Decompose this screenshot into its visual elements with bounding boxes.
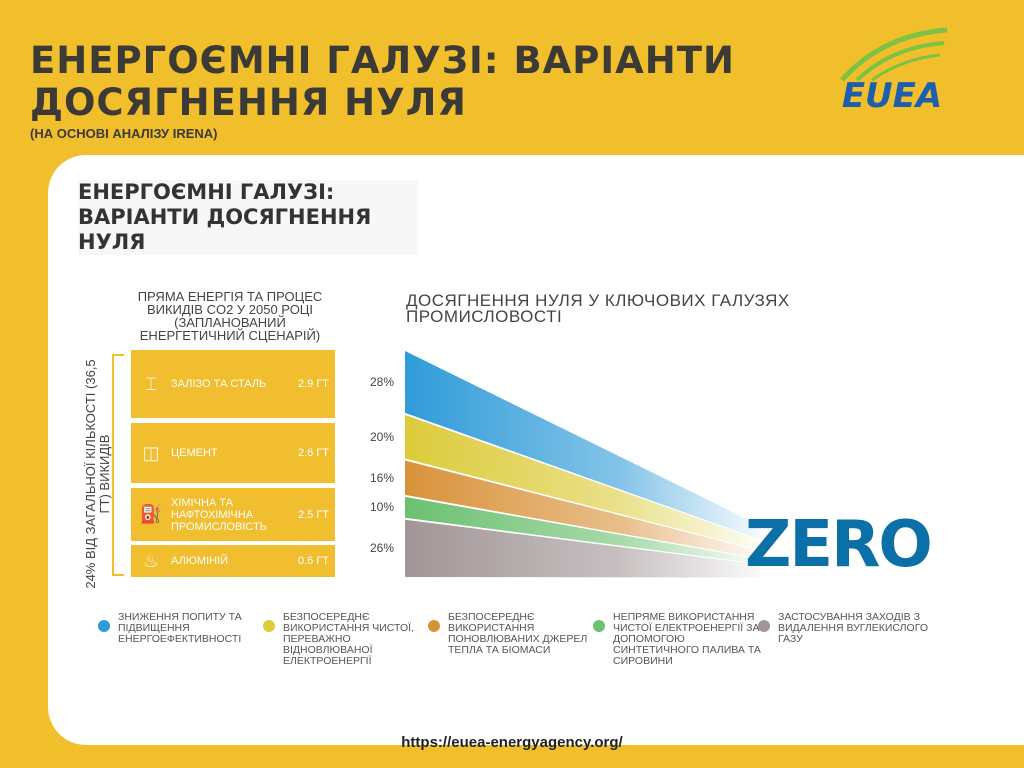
sector-value: 2.6 ГТ [297,447,329,459]
sector-name: ЦЕМЕНТ [171,447,218,459]
card-title-line: ЕНЕРГОЄМНІ ГАЛУЗІ: [78,180,335,204]
footer-url[interactable]: https://euea-energyagency.org/ [401,734,623,751]
band-percent-label: 28% [370,374,395,389]
legend-dot-icon [758,620,770,632]
band-percent-label: 26% [370,541,395,556]
legend-dot-icon [428,620,440,632]
svg-text:EUEA: EUEA [842,76,942,110]
sector-aluminium: ♨ АЛЮМІНІЙ 0.6 ГТ [131,545,335,577]
legend-item: БЕЗПОСЕРЕДНЄ ВИКОРИСТАННЯ ПОНОВЛЮВАНИХ Д… [428,612,598,656]
band-percent-label: 16% [370,470,395,485]
legend-label: БЕЗПОСЕРЕДНЄ ВИКОРИСТАННЯ ПОНОВЛЮВАНИХ Д… [448,611,588,656]
pathway-band [405,351,760,540]
legend-item: ЗНИЖЕННЯ ПОПИТУ ТА ПІДВИЩЕННЯ ЕНЕРГОЕФЕК… [98,612,268,645]
page-title: ЕНЕРГОЄМНІ ГАЛУЗІ: ВАРІАНТИ ДОСЯГНЕННЯ НУ… [30,40,735,124]
band-percent-label: 20% [370,429,395,444]
legend-label: ЗАСТОСУВАННЯ ЗАХОДІВ З ВИДАЛЕННЯ ВУГЛЕКИ… [778,611,928,645]
band-percent-label: 10% [370,500,395,515]
sector-name: ХІМІЧНА ТА НАФТОХІМІЧНА ПРОМИСЛОВІСТЬ [171,496,267,533]
legend-label: БЕЗПОСЕРЕДНЄ ВИКОРИСТАННЯ ЧИСТОЇ, ПЕРЕВА… [283,611,414,667]
page-subtitle: (НА ОСНОВІ АНАЛІЗУ IRENA) [30,126,218,141]
steel-beam-icon: ⌶ [145,373,157,394]
sector-name: ЗАЛІЗО ТА СТАЛЬ [171,378,267,390]
bracket [112,354,124,576]
sector-chemical: ⛽ ХІМІЧНА ТА НАФТОХІМІЧНА ПРОМИСЛОВІСТЬ 2.… [131,488,335,541]
legend-dot-icon [98,620,110,632]
sector-value: 0.6 ГТ [297,555,329,567]
pathway-band [405,519,760,578]
card-title: ЕНЕРГОЄМНІ ГАЛУЗІ: ВАРІАНТИ ДОСЯГНЕННЯ НУ… [78,180,418,255]
legend-dot-icon [593,620,605,632]
sector-value: 2.5 ГТ [297,508,329,521]
sector-value: 2.9 ГТ [297,378,329,390]
sector-cement: ◫ ЦЕМЕНТ 2.6 ГТ [131,423,335,483]
chemical-canister-icon: ⛽ [139,504,163,524]
legend-item: НЕПРЯМЕ ВИКОРИСТАННЯ ЧИСТОЇ ЕЛЕКТРОЕНЕРГ… [593,612,763,667]
cement-bag-icon: ◫ [142,442,160,463]
card-title-line: ВАРІАНТИ ДОСЯГНЕННЯ НУЛЯ [78,205,372,254]
chart-title: ДОСЯГНЕННЯ НУЛЯ У КЛЮЧОВИХ ГАЛУЗЯХ ПРОМИ… [406,291,790,326]
pathway-band [405,496,760,564]
pathway-band [405,414,760,550]
title-line: ЕНЕРГОЄМНІ ГАЛУЗІ: ВАРІАНТИ [30,39,735,82]
legend-dot-icon [263,620,275,632]
legend-item: БЕЗПОСЕРЕДНЄ ВИКОРИСТАННЯ ЧИСТОЇ, ПЕРЕВА… [263,612,433,667]
emissions-heading: ПРЯМА ЕНЕРГІЯ ТА ПРОЦЕС ВИКИДІВ CO2 У 20… [137,289,323,343]
sector-name: АЛЮМІНІЙ [171,555,229,567]
pathway-band [405,460,760,559]
legend-item: ЗАСТОСУВАННЯ ЗАХОДІВ З ВИДАЛЕННЯ ВУГЛЕКИ… [758,612,928,645]
legend-label: ЗНИЖЕННЯ ПОПИТУ ТА ПІДВИЩЕННЯ ЕНЕРГОЕФЕК… [118,611,242,645]
aluminium-pour-icon: ♨ [142,550,160,571]
zero-label: ZERO [745,508,933,582]
title-line: ДОСЯГНЕННЯ НУЛЯ [30,81,467,124]
euea-logo: EUEA [840,27,948,110]
legend-label: НЕПРЯМЕ ВИКОРИСТАННЯ ЧИСТОЇ ЕЛЕКТРОЕНЕРГ… [613,611,761,667]
sector-steel: ⌶ ЗАЛІЗО ТА СТАЛЬ 2.9 ГТ [131,350,335,418]
